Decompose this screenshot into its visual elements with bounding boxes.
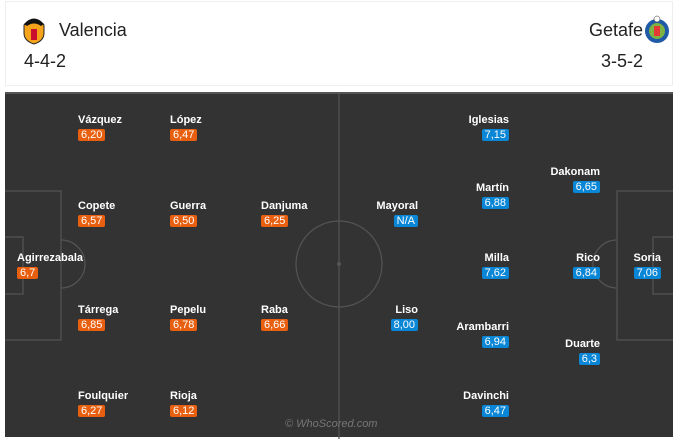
pitch bbox=[5, 92, 673, 439]
rating-badge: 8,00 bbox=[390, 319, 418, 331]
player-name: Soria bbox=[633, 252, 661, 264]
rating-badge: 6,25 bbox=[261, 215, 289, 227]
player-name: Milla bbox=[484, 252, 509, 264]
player-name: Dakonam bbox=[550, 166, 600, 178]
player-name: Duarte bbox=[565, 338, 600, 350]
player-tarrega[interactable]: Tárrega 6,85 bbox=[78, 303, 118, 331]
rating-badge: N/A bbox=[393, 215, 418, 227]
away-formation: 3-5-2 bbox=[600, 51, 643, 71]
rating-badge: 6,65 bbox=[572, 181, 600, 193]
player-guerra[interactable]: Guerra 6,50 bbox=[170, 199, 206, 227]
player-name: Martín bbox=[476, 182, 509, 194]
pitch-markings bbox=[5, 94, 673, 439]
rating-badge: 6,20 bbox=[78, 129, 106, 141]
player-name: Guerra bbox=[170, 200, 207, 212]
player-vazquez[interactable]: Vázquez 6,20 bbox=[78, 113, 122, 141]
rating-badge: 6,47 bbox=[481, 405, 509, 417]
player-name: Foulquier bbox=[78, 390, 129, 402]
player-name: Tárrega bbox=[78, 304, 119, 316]
home-team-header: Valencia 4-4-2 bbox=[5, 1, 333, 86]
player-duarte[interactable]: Duarte 6,3 bbox=[565, 337, 600, 365]
player-name: Iglesias bbox=[468, 114, 509, 126]
player-iglesias[interactable]: Iglesias 7,15 bbox=[469, 113, 509, 141]
valencia-crest-icon bbox=[23, 18, 45, 45]
home-formation: 4-4-2 bbox=[24, 51, 67, 71]
player-name: Rico bbox=[576, 252, 600, 264]
player-dakonam[interactable]: Dakonam 6,65 bbox=[550, 165, 600, 193]
player-name: Liso bbox=[395, 304, 418, 316]
rating-badge: 6,3 bbox=[578, 353, 600, 365]
player-name: Pepelu bbox=[170, 304, 207, 316]
player-name: Copete bbox=[78, 200, 116, 212]
player-rico[interactable]: Rico 6,84 bbox=[572, 251, 600, 279]
player-name: Davinchi bbox=[463, 390, 509, 402]
rating-badge: 6,88 bbox=[481, 197, 509, 209]
getafe-crest-icon bbox=[645, 15, 669, 43]
player-soria[interactable]: Soria 7,06 bbox=[633, 251, 661, 279]
rating-badge: 6,47 bbox=[170, 129, 198, 141]
away-team-name[interactable]: Getafe bbox=[588, 20, 643, 40]
rating-badge: 7,15 bbox=[481, 129, 509, 141]
rating-badge: 6,12 bbox=[170, 405, 198, 417]
watermark: © WhoScored.com bbox=[285, 418, 378, 430]
player-name: Raba bbox=[261, 304, 288, 316]
player-agirrezabala[interactable]: Agirrezabala 6,7 bbox=[17, 251, 83, 279]
player-lopez[interactable]: López 6,47 bbox=[170, 113, 202, 141]
player-copete[interactable]: Copete 6,57 bbox=[78, 199, 115, 227]
player-milla[interactable]: Milla 7,62 bbox=[481, 251, 509, 279]
rating-badge: 6,78 bbox=[170, 319, 198, 331]
player-arambarri[interactable]: Arambarri 6,94 bbox=[456, 320, 509, 348]
rating-badge: 6,57 bbox=[78, 215, 106, 227]
rating-badge: 6,84 bbox=[572, 267, 600, 279]
player-liso[interactable]: Liso 8,00 bbox=[390, 303, 418, 331]
rating-badge: 7,62 bbox=[481, 267, 509, 279]
player-mayoral[interactable]: Mayoral N/A bbox=[376, 199, 418, 227]
rating-badge: 6,27 bbox=[78, 405, 106, 417]
player-danjuma[interactable]: Danjuma 6,25 bbox=[261, 199, 307, 227]
rating-badge: 6,66 bbox=[261, 319, 289, 331]
rating-badge: 7,06 bbox=[633, 267, 661, 279]
player-foulquier[interactable]: Foulquier 6,27 bbox=[78, 389, 128, 417]
player-name: López bbox=[170, 114, 202, 126]
player-davinchi[interactable]: Davinchi 6,47 bbox=[463, 389, 509, 417]
rating-badge: 6,50 bbox=[170, 215, 198, 227]
home-team-name[interactable]: Valencia bbox=[59, 20, 127, 40]
rating-badge: 6,85 bbox=[78, 319, 106, 331]
player-name: Agirrezabala bbox=[17, 252, 84, 264]
player-raba[interactable]: Raba 6,66 bbox=[261, 303, 289, 331]
player-name: Vázquez bbox=[78, 114, 123, 126]
player-name: Rioja bbox=[170, 390, 197, 402]
rating-badge: 6,94 bbox=[481, 336, 509, 348]
rating-badge: 6,7 bbox=[17, 267, 39, 279]
player-name: Mayoral bbox=[376, 200, 418, 212]
player-rioja[interactable]: Rioja 6,12 bbox=[170, 389, 198, 417]
player-name: Arambarri bbox=[456, 321, 509, 333]
player-martin[interactable]: Martín 6,88 bbox=[476, 181, 509, 209]
away-team-header: Getafe 3-5-2 bbox=[333, 1, 673, 86]
player-pepelu[interactable]: Pepelu 6,78 bbox=[170, 303, 206, 331]
player-name: Danjuma bbox=[261, 200, 308, 212]
